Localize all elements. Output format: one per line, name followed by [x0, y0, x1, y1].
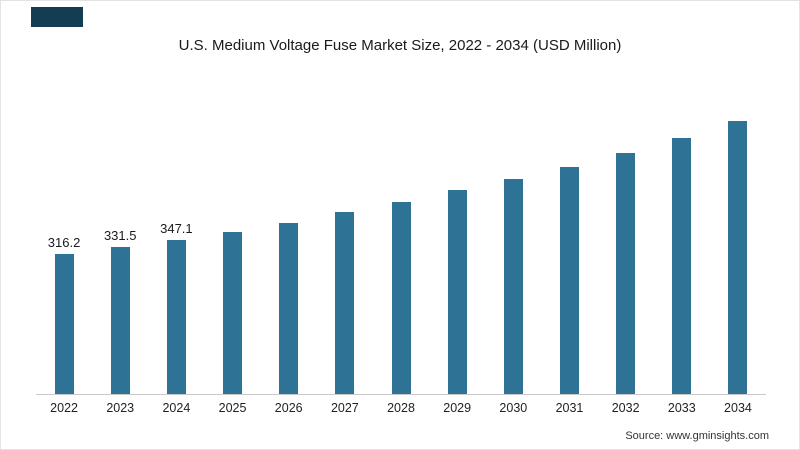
x-axis-tick-label: 2027: [330, 401, 359, 415]
bar-2029: [447, 190, 467, 394]
chart-title: U.S. Medium Voltage Fuse Market Size, 20…: [178, 37, 622, 54]
bar-area: [223, 81, 243, 394]
bar-value-label: 316.2: [47, 235, 81, 250]
gmi-logo-block: [31, 7, 83, 27]
bar-area: 347.1: [160, 81, 193, 394]
bar-2023: [110, 247, 130, 394]
x-axis-tick-label: 2026: [274, 401, 303, 415]
bar-2034: [728, 121, 748, 394]
bar-column: 2034: [710, 81, 766, 431]
bar-area: 331.5: [104, 81, 137, 394]
bar-area: [335, 81, 355, 394]
bar-2022: [54, 254, 74, 394]
source-text: Source: www.gminsights.com: [625, 430, 769, 442]
x-axis-tick-label: 2034: [724, 401, 752, 415]
bar-2031: [559, 167, 579, 394]
bar-column: 2032: [598, 81, 654, 431]
x-axis-tick-label: 2023: [106, 401, 135, 415]
bar-column: 316.2 2022: [36, 81, 92, 431]
bar-value-label: 331.5: [103, 228, 137, 243]
bar-2025: [223, 232, 243, 394]
bar-column: 2027: [317, 81, 373, 431]
x-axis-tick-label: 2024: [162, 401, 191, 415]
bar-area: [728, 81, 748, 394]
x-axis-tick-label: 2025: [218, 401, 247, 415]
bar-chart-plot-area: 316.2 2022 331.5 2023 347.1 2024 2025 2026 2027 2…: [36, 81, 766, 431]
bar-2027: [335, 212, 355, 394]
bar-column: 2033: [654, 81, 710, 431]
bar-area: [279, 81, 299, 394]
bar-2028: [391, 202, 411, 394]
bar-column: 2030: [485, 81, 541, 431]
bar-column: 347.1 2024: [148, 81, 204, 431]
bar-column: 331.5 2023: [92, 81, 148, 431]
bar-area: [391, 81, 411, 394]
bar-column: 2026: [261, 81, 317, 431]
x-axis-tick-label: 2022: [50, 401, 78, 415]
bar-column: 2029: [429, 81, 485, 431]
bar-2026: [279, 223, 299, 394]
x-axis-tick-label: 2031: [555, 401, 584, 415]
bar-2032: [616, 153, 636, 394]
bar-column: 2028: [373, 81, 429, 431]
x-axis-line: [36, 394, 766, 395]
bar-area: [672, 81, 692, 394]
x-axis-tick-label: 2029: [443, 401, 472, 415]
bar-area: [559, 81, 579, 394]
x-axis-tick-label: 2033: [667, 401, 696, 415]
bar-2033: [672, 138, 692, 394]
bar-2030: [503, 179, 523, 394]
bar-column: 2025: [204, 81, 260, 431]
x-axis-tick-label: 2030: [499, 401, 528, 415]
bar-area: 316.2: [47, 81, 81, 394]
bar-column: 2031: [541, 81, 597, 431]
x-axis-tick-label: 2032: [611, 401, 640, 415]
bar-area: [447, 81, 467, 394]
bar-value-label: 347.1: [160, 221, 193, 236]
bar-2024: [166, 240, 186, 394]
x-axis-tick-label: 2028: [387, 401, 415, 415]
bar-area: [616, 81, 636, 394]
bar-area: [503, 81, 523, 394]
